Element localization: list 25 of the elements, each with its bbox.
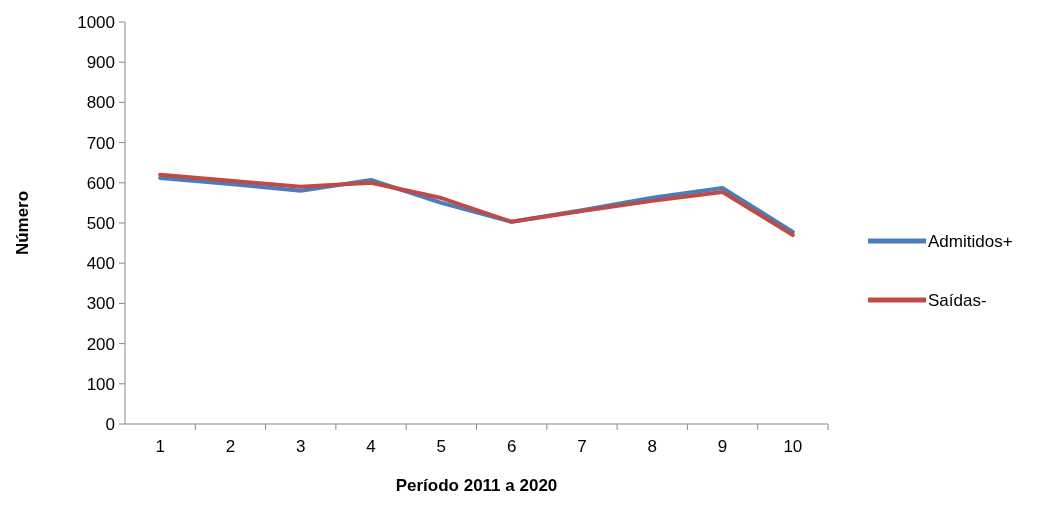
x-tick-label: 10 bbox=[783, 437, 803, 456]
legend-label: Saídas- bbox=[928, 290, 987, 310]
y-tick-label: 600 bbox=[86, 173, 115, 193]
y-tick-label: 700 bbox=[86, 133, 115, 153]
legend-label: Admitidos+ bbox=[928, 231, 1013, 251]
y-tick-label: 0 bbox=[105, 414, 115, 434]
y-tick-label: 500 bbox=[86, 213, 115, 233]
x-axis-title: Período 2011 a 2020 bbox=[395, 476, 558, 495]
x-tick-label: 2 bbox=[225, 437, 236, 456]
y-tick-label: 900 bbox=[86, 53, 115, 73]
y-tick-label: 800 bbox=[86, 93, 115, 113]
x-tick-label: 5 bbox=[436, 437, 447, 456]
y-tick-label: 100 bbox=[86, 374, 115, 394]
y-tick-label: 300 bbox=[86, 294, 115, 314]
x-tick-label: 7 bbox=[577, 437, 587, 456]
x-tick-label: 9 bbox=[717, 437, 728, 456]
y-tick-label: 400 bbox=[86, 254, 115, 274]
x-tick-label: 6 bbox=[506, 437, 517, 456]
y-tick-label: 1000 bbox=[77, 12, 115, 32]
y-tick-label: 200 bbox=[86, 334, 115, 354]
x-tick-label: 8 bbox=[647, 437, 657, 456]
x-tick-label: 4 bbox=[366, 437, 376, 456]
x-tick-label: 3 bbox=[296, 437, 306, 456]
x-tick-label: 1 bbox=[155, 437, 165, 456]
y-axis-title: Número bbox=[13, 190, 32, 256]
